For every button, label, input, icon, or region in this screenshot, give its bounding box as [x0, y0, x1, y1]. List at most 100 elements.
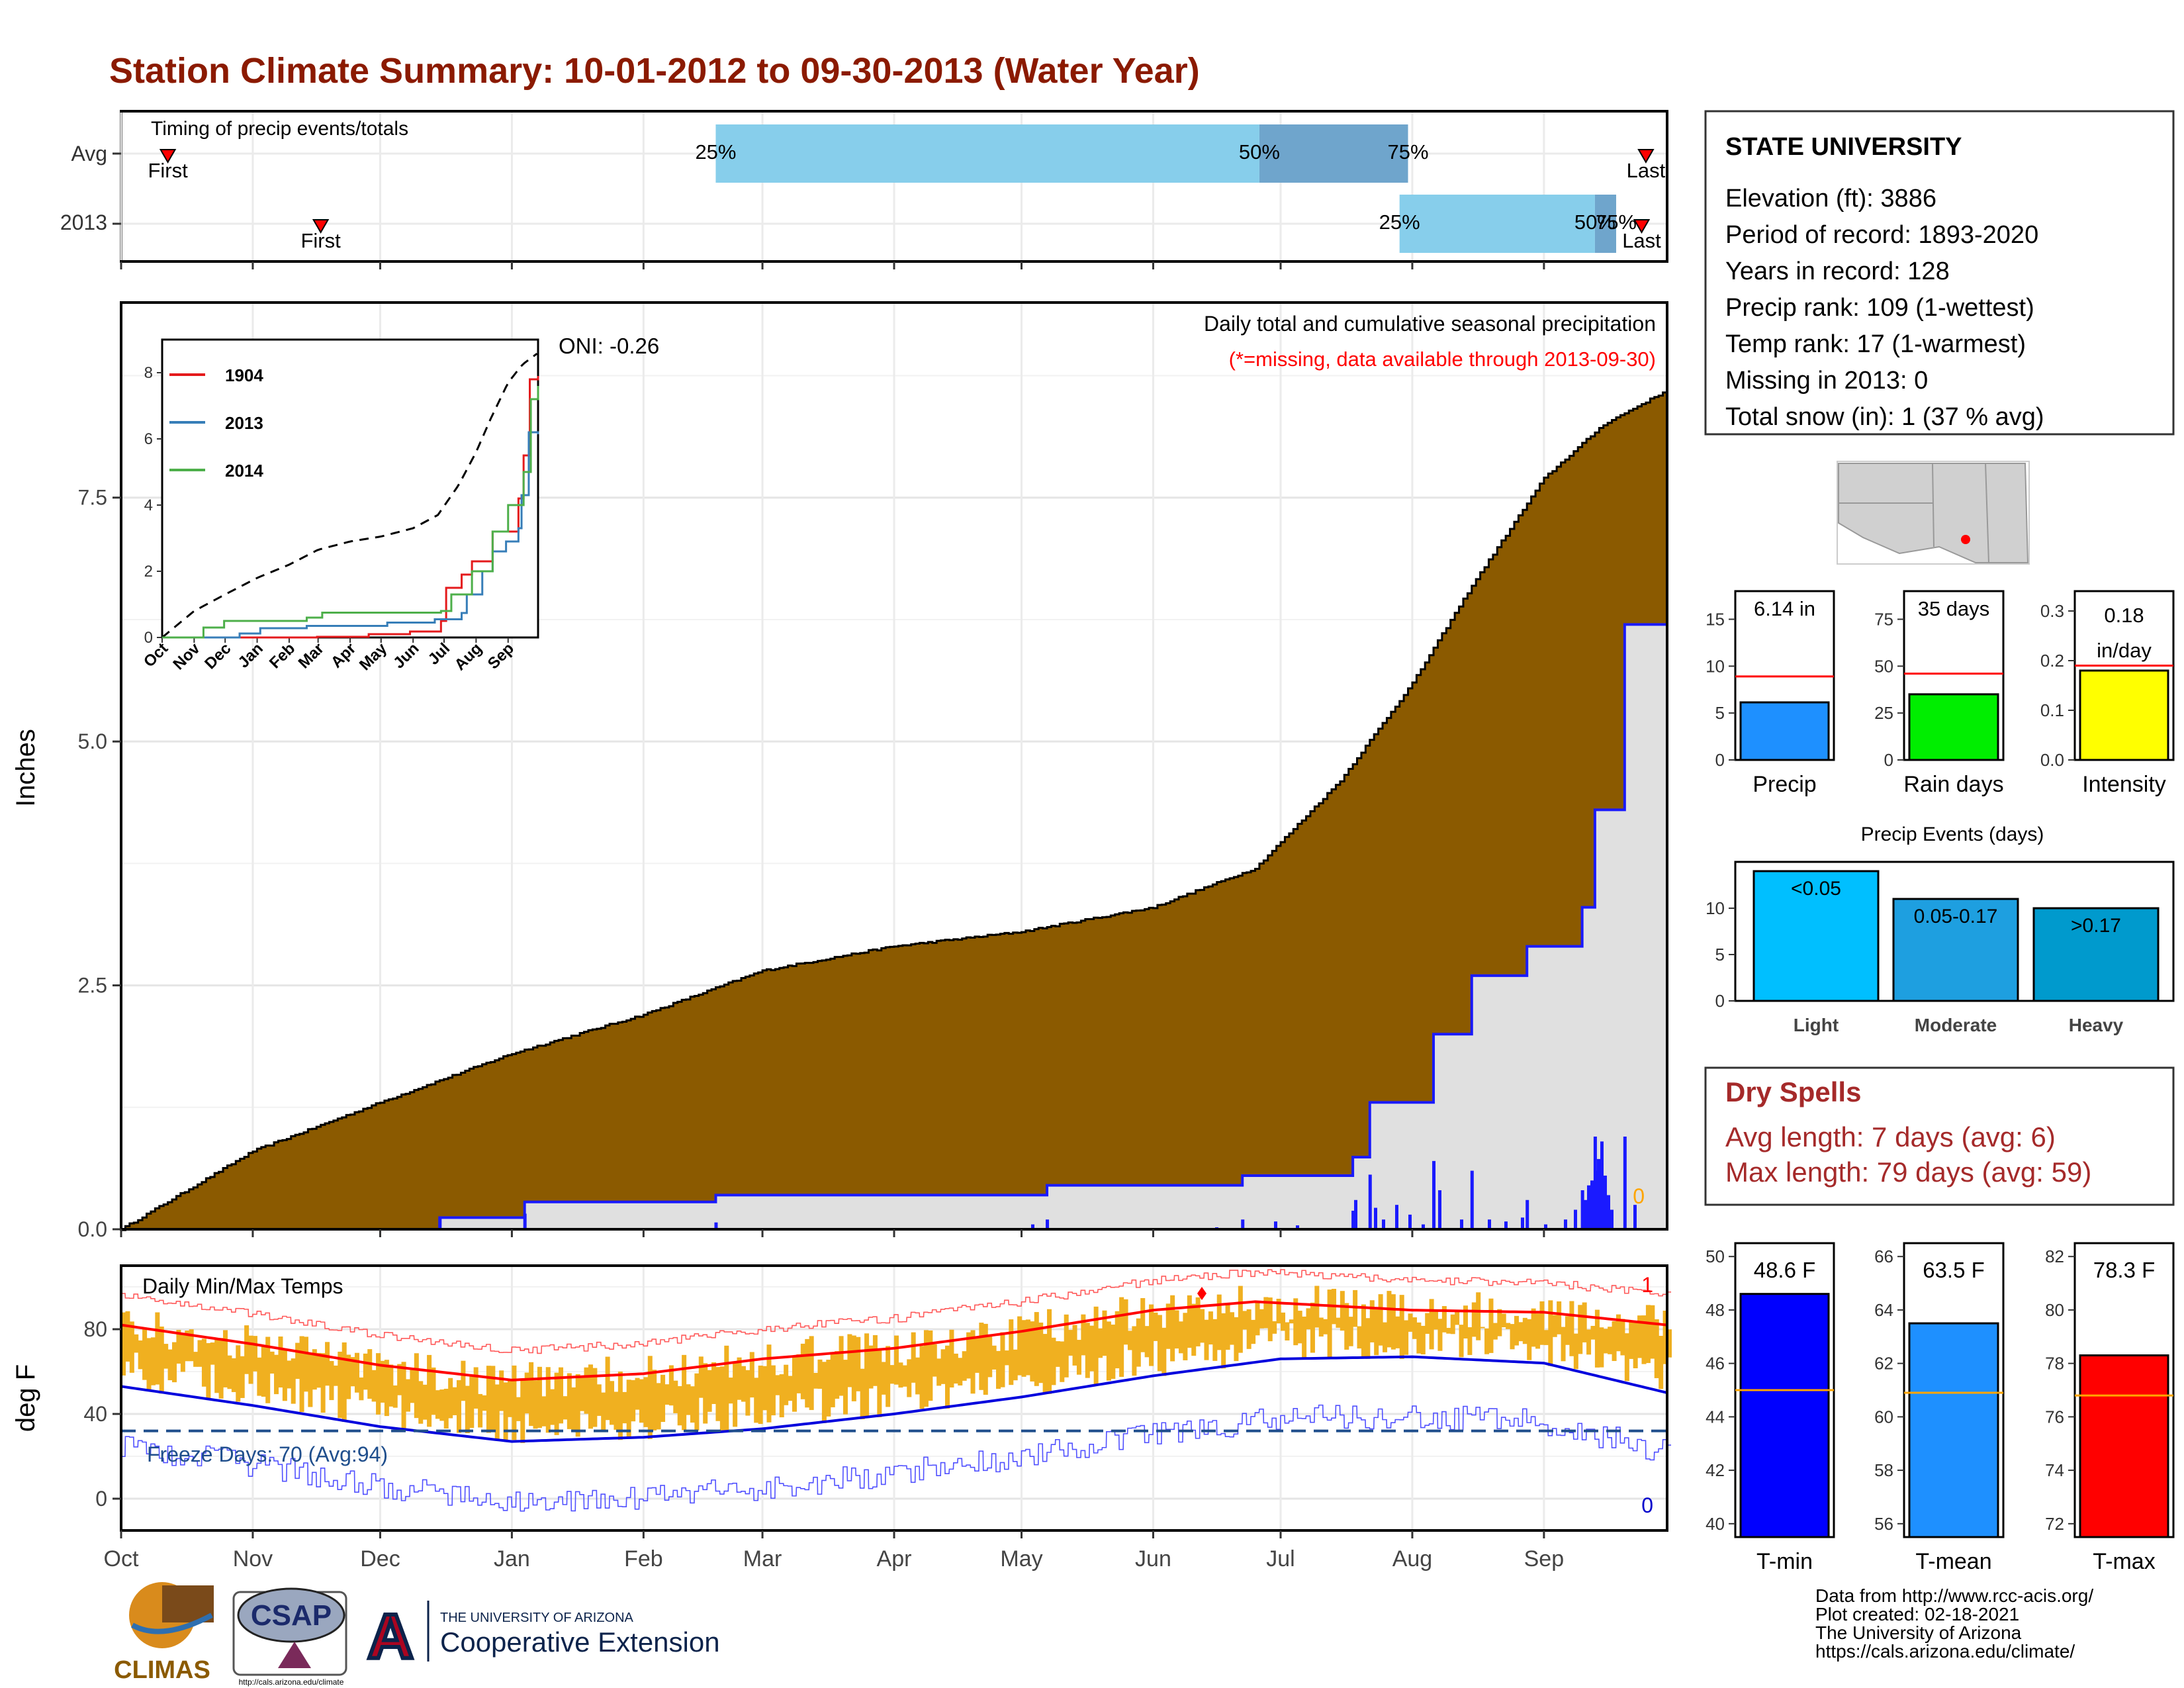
temp-summary-bar-2 [2079, 1354, 2169, 1538]
daily-temp-bar [1149, 1304, 1154, 1366]
temp-summary-tick-label-2-1: 74 [2045, 1460, 2064, 1480]
page-title: Station Climate Summary: 10-01-2012 to 0… [109, 51, 1200, 91]
daily-temp-bar [490, 1366, 496, 1430]
summary-tick-label-1-1: 25 [1874, 703, 1893, 723]
daily-temp-bar [537, 1366, 542, 1429]
inset-legend-2014: 2014 [225, 461, 263, 481]
timing-q75-label-1: 75% [1596, 211, 1637, 234]
daily-temp-bar [388, 1364, 394, 1407]
daily-temp-bar [524, 1372, 529, 1414]
daily-temp-bar [945, 1345, 950, 1409]
station-info-box: STATE UNIVERSITY Elevation (ft): 3886 Pe… [1704, 110, 2175, 436]
dry-spells-title: Dry Spells [1725, 1076, 1861, 1107]
daily-temp-bar [842, 1360, 848, 1415]
precip-y-axis: 0.0 2.5 5.0 7.5 [78, 486, 1545, 1241]
daily-temp-bar [733, 1361, 738, 1427]
summary-tick-label-0-3: 15 [1706, 610, 1725, 630]
summary-tick-label-2-2: 0.2 [2040, 651, 2064, 671]
daily-temp-bar [1259, 1309, 1264, 1329]
daily-temp-bar [694, 1373, 700, 1430]
temp-summary-tick-label-2-3: 78 [2045, 1354, 2064, 1374]
daily-temp-bar [596, 1384, 602, 1416]
summary-tick-label-0-1: 5 [1715, 703, 1725, 723]
temp-summary-tick-label-2-4: 80 [2045, 1300, 2064, 1320]
daily-temp-bar [291, 1358, 296, 1404]
events-title: Precip Events (days) [1861, 823, 2044, 845]
daily-temp-bar [1497, 1309, 1502, 1336]
daily-precip-bar [1594, 1170, 1597, 1229]
daily-temp-bar [1425, 1313, 1430, 1334]
daily-temp-bar [1667, 1329, 1672, 1358]
daily-temp-bar [1624, 1333, 1629, 1382]
daily-temp-bar [660, 1374, 666, 1423]
daily-temp-bar [1340, 1291, 1345, 1331]
daily-temp-bar [1183, 1313, 1188, 1360]
daily-temp-bar [626, 1380, 631, 1438]
daily-temp-bar [1539, 1301, 1545, 1345]
daily-temp-bar [427, 1354, 432, 1427]
inset-legend: 1904 2013 2014 [169, 365, 263, 481]
daily-temp-bar [1565, 1316, 1570, 1345]
daily-temp-bar [439, 1389, 445, 1421]
daily-temp-bar [1518, 1322, 1524, 1342]
daily-temp-bar [410, 1370, 415, 1403]
daily-temp-bar [1492, 1323, 1498, 1340]
daily-temp-bar [443, 1388, 449, 1429]
timing-last-marker-0 [1637, 149, 1655, 164]
daily-temp-bar [1017, 1316, 1023, 1376]
events-bar-value-1: 0.05-0.17 [1914, 906, 1998, 927]
daily-temp-bar [210, 1342, 215, 1365]
temp-summary-tick-label-2-0: 72 [2045, 1514, 2064, 1534]
daily-temp-bar [690, 1386, 695, 1423]
daily-temp-bar [278, 1336, 283, 1388]
daily-temp-bar [1111, 1325, 1116, 1379]
daily-temp-bar [1025, 1319, 1030, 1376]
daily-precip-bar [1354, 1199, 1357, 1229]
daily-temp-bar [940, 1349, 946, 1384]
inset-legend-2013: 2013 [225, 413, 263, 433]
daily-temp-bar [1357, 1326, 1362, 1349]
precip-panel: 0.0 2.5 5.0 7.5 Daily total and cumulative … [11, 301, 1668, 1241]
daily-temp-bar [1200, 1309, 1205, 1343]
daily-temp-bar [1594, 1309, 1600, 1368]
daily-temp-bar [1416, 1322, 1422, 1354]
timing-first-marker-0 [159, 149, 177, 164]
daily-temp-bar [805, 1338, 810, 1408]
daily-temp-bar [218, 1338, 224, 1399]
daily-temp-bar [563, 1396, 568, 1420]
daily-temp-bar [559, 1367, 564, 1424]
daily-temp-bar [588, 1364, 593, 1429]
daily-temp-bar [308, 1352, 313, 1407]
daily-temp-bar [886, 1346, 891, 1407]
daily-temp-bar [617, 1371, 623, 1440]
csap-logo-url: http://cals.arizona.edu/climate [239, 1677, 344, 1687]
events-bar-label-1: Moderate [1915, 1015, 1997, 1035]
daily-temp-bar [868, 1345, 874, 1389]
daily-temp-bar [707, 1370, 712, 1412]
daily-temp-bar [1383, 1322, 1388, 1352]
daily-temp-bar [329, 1361, 334, 1401]
daily-temp-bar [197, 1340, 203, 1367]
daily-temp-bar [1480, 1327, 1485, 1329]
daily-temp-bar [775, 1375, 780, 1395]
daily-temp-bar [1055, 1341, 1060, 1367]
daily-temp-bar [363, 1353, 368, 1390]
daily-temp-bar [1450, 1314, 1455, 1335]
daily-temp-bar [1034, 1312, 1039, 1386]
daily-temp-bar [1463, 1305, 1468, 1338]
daily-temp-bar [167, 1349, 173, 1381]
summary-label-2: Intensity [2082, 772, 2166, 797]
daily-temp-bar [1297, 1311, 1302, 1344]
summary-label-1: Rain days [1903, 772, 2003, 797]
daily-temp-bar [392, 1385, 398, 1408]
daily-temp-bar [1060, 1341, 1065, 1382]
daily-temp-bar [316, 1352, 322, 1388]
info-line-missing: Missing in 2013: 0 [1725, 367, 1928, 395]
daily-temp-bar [1085, 1323, 1090, 1378]
daily-temp-bar [1510, 1324, 1515, 1350]
daily-temp-bar [350, 1357, 355, 1387]
daily-temp-bar [928, 1330, 933, 1401]
daily-temp-bar [1408, 1313, 1413, 1332]
daily-temp-bar [991, 1345, 997, 1370]
timing-last-label-1: Last [1622, 229, 1661, 252]
